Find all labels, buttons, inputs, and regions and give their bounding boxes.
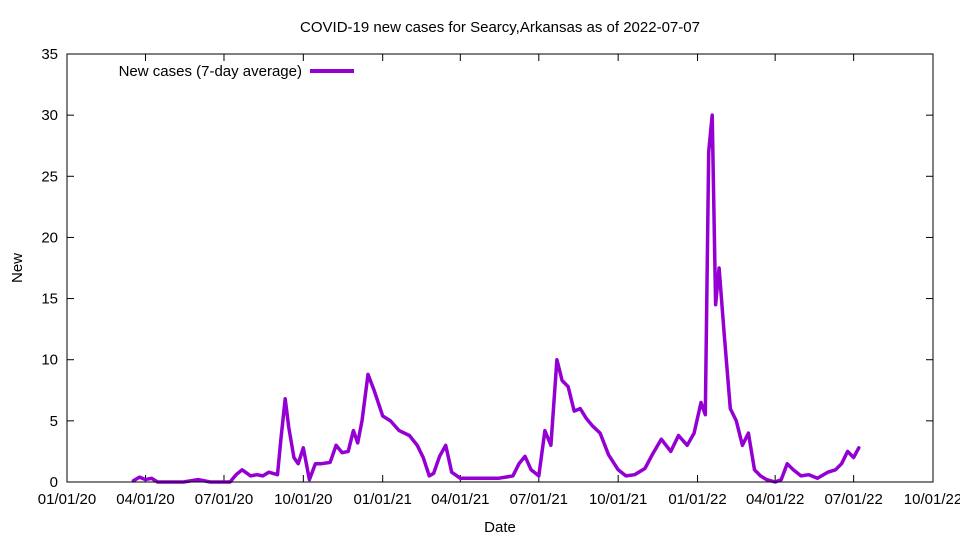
x-tick-label: 01/01/20 [38, 491, 96, 508]
series-line [131, 113, 861, 484]
x-tick-label: 10/01/22 [904, 491, 960, 508]
x-tick-label: 10/01/20 [274, 491, 332, 508]
y-tick-label: 35 [41, 46, 58, 63]
x-tick-label: 01/01/22 [668, 491, 726, 508]
series-layer [131, 113, 861, 484]
y-tick-label: 20 [41, 229, 58, 246]
y-tick-label: 30 [41, 107, 58, 124]
legend-label: New cases (7-day average) [119, 63, 302, 80]
chart-title: COVID-19 new cases for Searcy,Arkansas a… [300, 19, 700, 36]
x-tick-label: 04/01/21 [431, 491, 489, 508]
x-tick-label: 04/01/20 [116, 491, 174, 508]
x-tick-label: 07/01/22 [824, 491, 882, 508]
plot-frame [66, 53, 934, 483]
x-tick-label: 07/01/21 [510, 491, 568, 508]
x-tick-label: 04/01/22 [746, 491, 804, 508]
y-tick-label: 10 [41, 352, 58, 369]
x-tick-label: 01/01/21 [353, 491, 411, 508]
y-tick-label: 5 [50, 413, 58, 430]
legend: New cases (7-day average) [119, 63, 354, 80]
y-tick-label: 25 [41, 168, 58, 185]
x-tick-label: 07/01/20 [195, 491, 253, 508]
x-tick-label: 10/01/21 [589, 491, 647, 508]
y-tick-label: 0 [50, 474, 58, 491]
axis-ticks: 0 5 10 15 20 25 30 35 01/01/20 04/01/20 07/01/20 10… [38, 46, 960, 508]
x-axis-label: Date [484, 519, 516, 536]
y-tick-label: 15 [41, 291, 58, 308]
y-axis-label: New [9, 253, 26, 283]
